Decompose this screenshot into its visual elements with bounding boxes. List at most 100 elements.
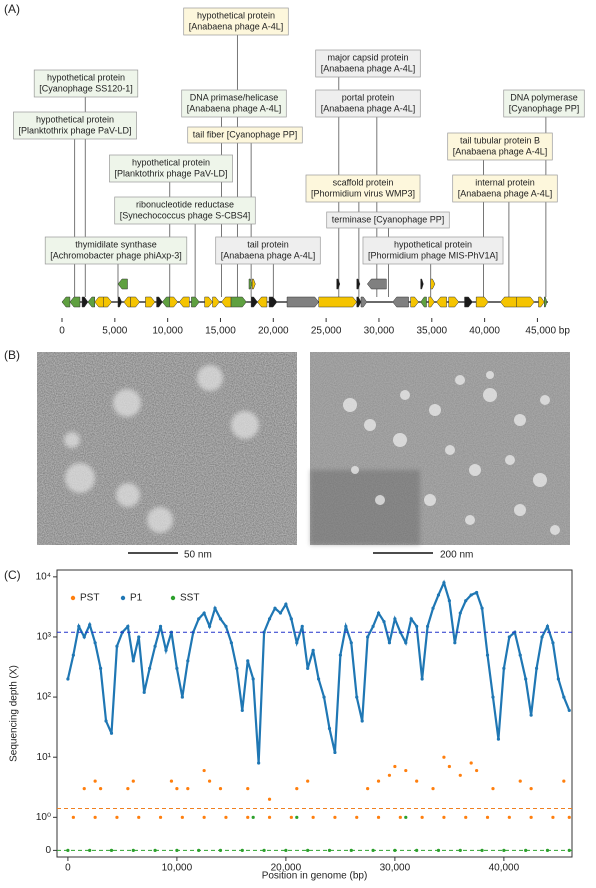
- point: [109, 731, 114, 735]
- annotation: tail fiber [Cyanophage PP]: [187, 126, 303, 144]
- point: [556, 677, 560, 681]
- point: [518, 779, 522, 783]
- point: [295, 641, 299, 645]
- point: [235, 666, 239, 671]
- point: [126, 787, 130, 791]
- legend-marker: [120, 595, 126, 601]
- annotation-text: [Planktothrix phage PaV-LD]: [18, 125, 131, 135]
- gene: [248, 278, 253, 290]
- annotation-text: [Phormidium virus WMP3]: [311, 188, 415, 198]
- gene: [464, 296, 473, 308]
- point: [567, 815, 571, 819]
- annotation-text: [Synechococcus phage S-CBS4]: [120, 210, 251, 220]
- point: [267, 797, 272, 801]
- x-tick-label: 30,000: [364, 326, 395, 337]
- point: [240, 708, 244, 713]
- point: [180, 695, 184, 699]
- point: [202, 815, 206, 819]
- annotation-text: tail tubular protein B: [460, 135, 540, 145]
- point: [376, 611, 381, 615]
- annotation-text: [Anabaena phage A-4L]: [187, 103, 282, 113]
- point: [224, 815, 228, 819]
- gene: [156, 296, 163, 308]
- annotation-box: [315, 89, 421, 118]
- point: [98, 787, 103, 791]
- gene: [475, 296, 489, 308]
- annotation-text: [Planktothrix phage PaV-LD]: [114, 168, 227, 178]
- micrograph-right: [310, 352, 570, 545]
- x-tick-label: 5,000: [102, 326, 127, 337]
- point: [453, 641, 457, 645]
- point: [224, 624, 228, 628]
- gene: [430, 278, 436, 290]
- gene: [257, 296, 268, 308]
- panel-label: (C): [4, 568, 21, 582]
- panel-label: (A): [4, 2, 20, 16]
- gene: [318, 296, 358, 308]
- point: [355, 695, 359, 699]
- point: [278, 611, 283, 615]
- point: [202, 768, 206, 773]
- point: [442, 581, 446, 585]
- annotation-box: [503, 89, 585, 118]
- point: [175, 787, 179, 791]
- plot-frame: [56, 569, 573, 858]
- point: [469, 761, 473, 765]
- point: [387, 773, 392, 777]
- y-tick-label: 0: [45, 845, 51, 856]
- point: [349, 641, 353, 645]
- annotation: hypothetical protein[Phormidium phage MI…: [362, 236, 504, 265]
- point: [169, 779, 174, 783]
- gene: [204, 296, 213, 308]
- point: [306, 666, 310, 671]
- point: [436, 593, 441, 597]
- point: [137, 635, 141, 639]
- point: [218, 617, 223, 621]
- point: [131, 848, 135, 852]
- gene: [61, 296, 71, 308]
- point: [464, 599, 468, 603]
- point: [137, 815, 141, 819]
- annotation-text: [Anabaena phage A-4L]: [189, 21, 284, 31]
- point: [115, 644, 119, 648]
- point: [218, 787, 223, 791]
- point: [295, 787, 299, 791]
- point: [496, 737, 501, 741]
- point: [442, 755, 446, 759]
- annotation-box: [114, 196, 256, 225]
- point: [300, 624, 304, 628]
- gene: [145, 296, 156, 308]
- annotation-box: [181, 89, 287, 118]
- x-tick-label: 15,000: [205, 326, 236, 337]
- point: [306, 848, 310, 852]
- gene: [436, 296, 447, 308]
- gene: [212, 296, 220, 308]
- point: [518, 653, 522, 657]
- x-tick-label: 20,000: [271, 863, 302, 874]
- point: [442, 815, 446, 819]
- point: [562, 779, 566, 783]
- point: [540, 635, 544, 639]
- point: [480, 606, 484, 610]
- point: [131, 659, 135, 663]
- x-tick-label: 40,000: [469, 326, 500, 337]
- annotation: thymidilate synthase[Achromobacter phage…: [44, 236, 188, 265]
- point: [458, 848, 462, 852]
- annotation-text: hypothetical protein: [36, 114, 114, 124]
- point: [186, 659, 190, 663]
- x-tick-label: 35,000: [416, 326, 447, 337]
- point: [420, 815, 424, 819]
- annotation-text: [Anabaena phage A-4L]: [458, 188, 553, 198]
- point: [229, 641, 233, 645]
- point: [175, 666, 179, 671]
- gene: [500, 296, 517, 308]
- point: [246, 787, 250, 791]
- point: [344, 624, 348, 628]
- annotation-text: major capsid protein: [327, 52, 408, 62]
- x-tick-label: 0: [65, 863, 71, 874]
- gene: [356, 278, 361, 290]
- point: [458, 611, 462, 615]
- x-axis-label: Position in genome (bp): [262, 871, 368, 882]
- annotation-box: [13, 111, 137, 140]
- point: [164, 648, 168, 652]
